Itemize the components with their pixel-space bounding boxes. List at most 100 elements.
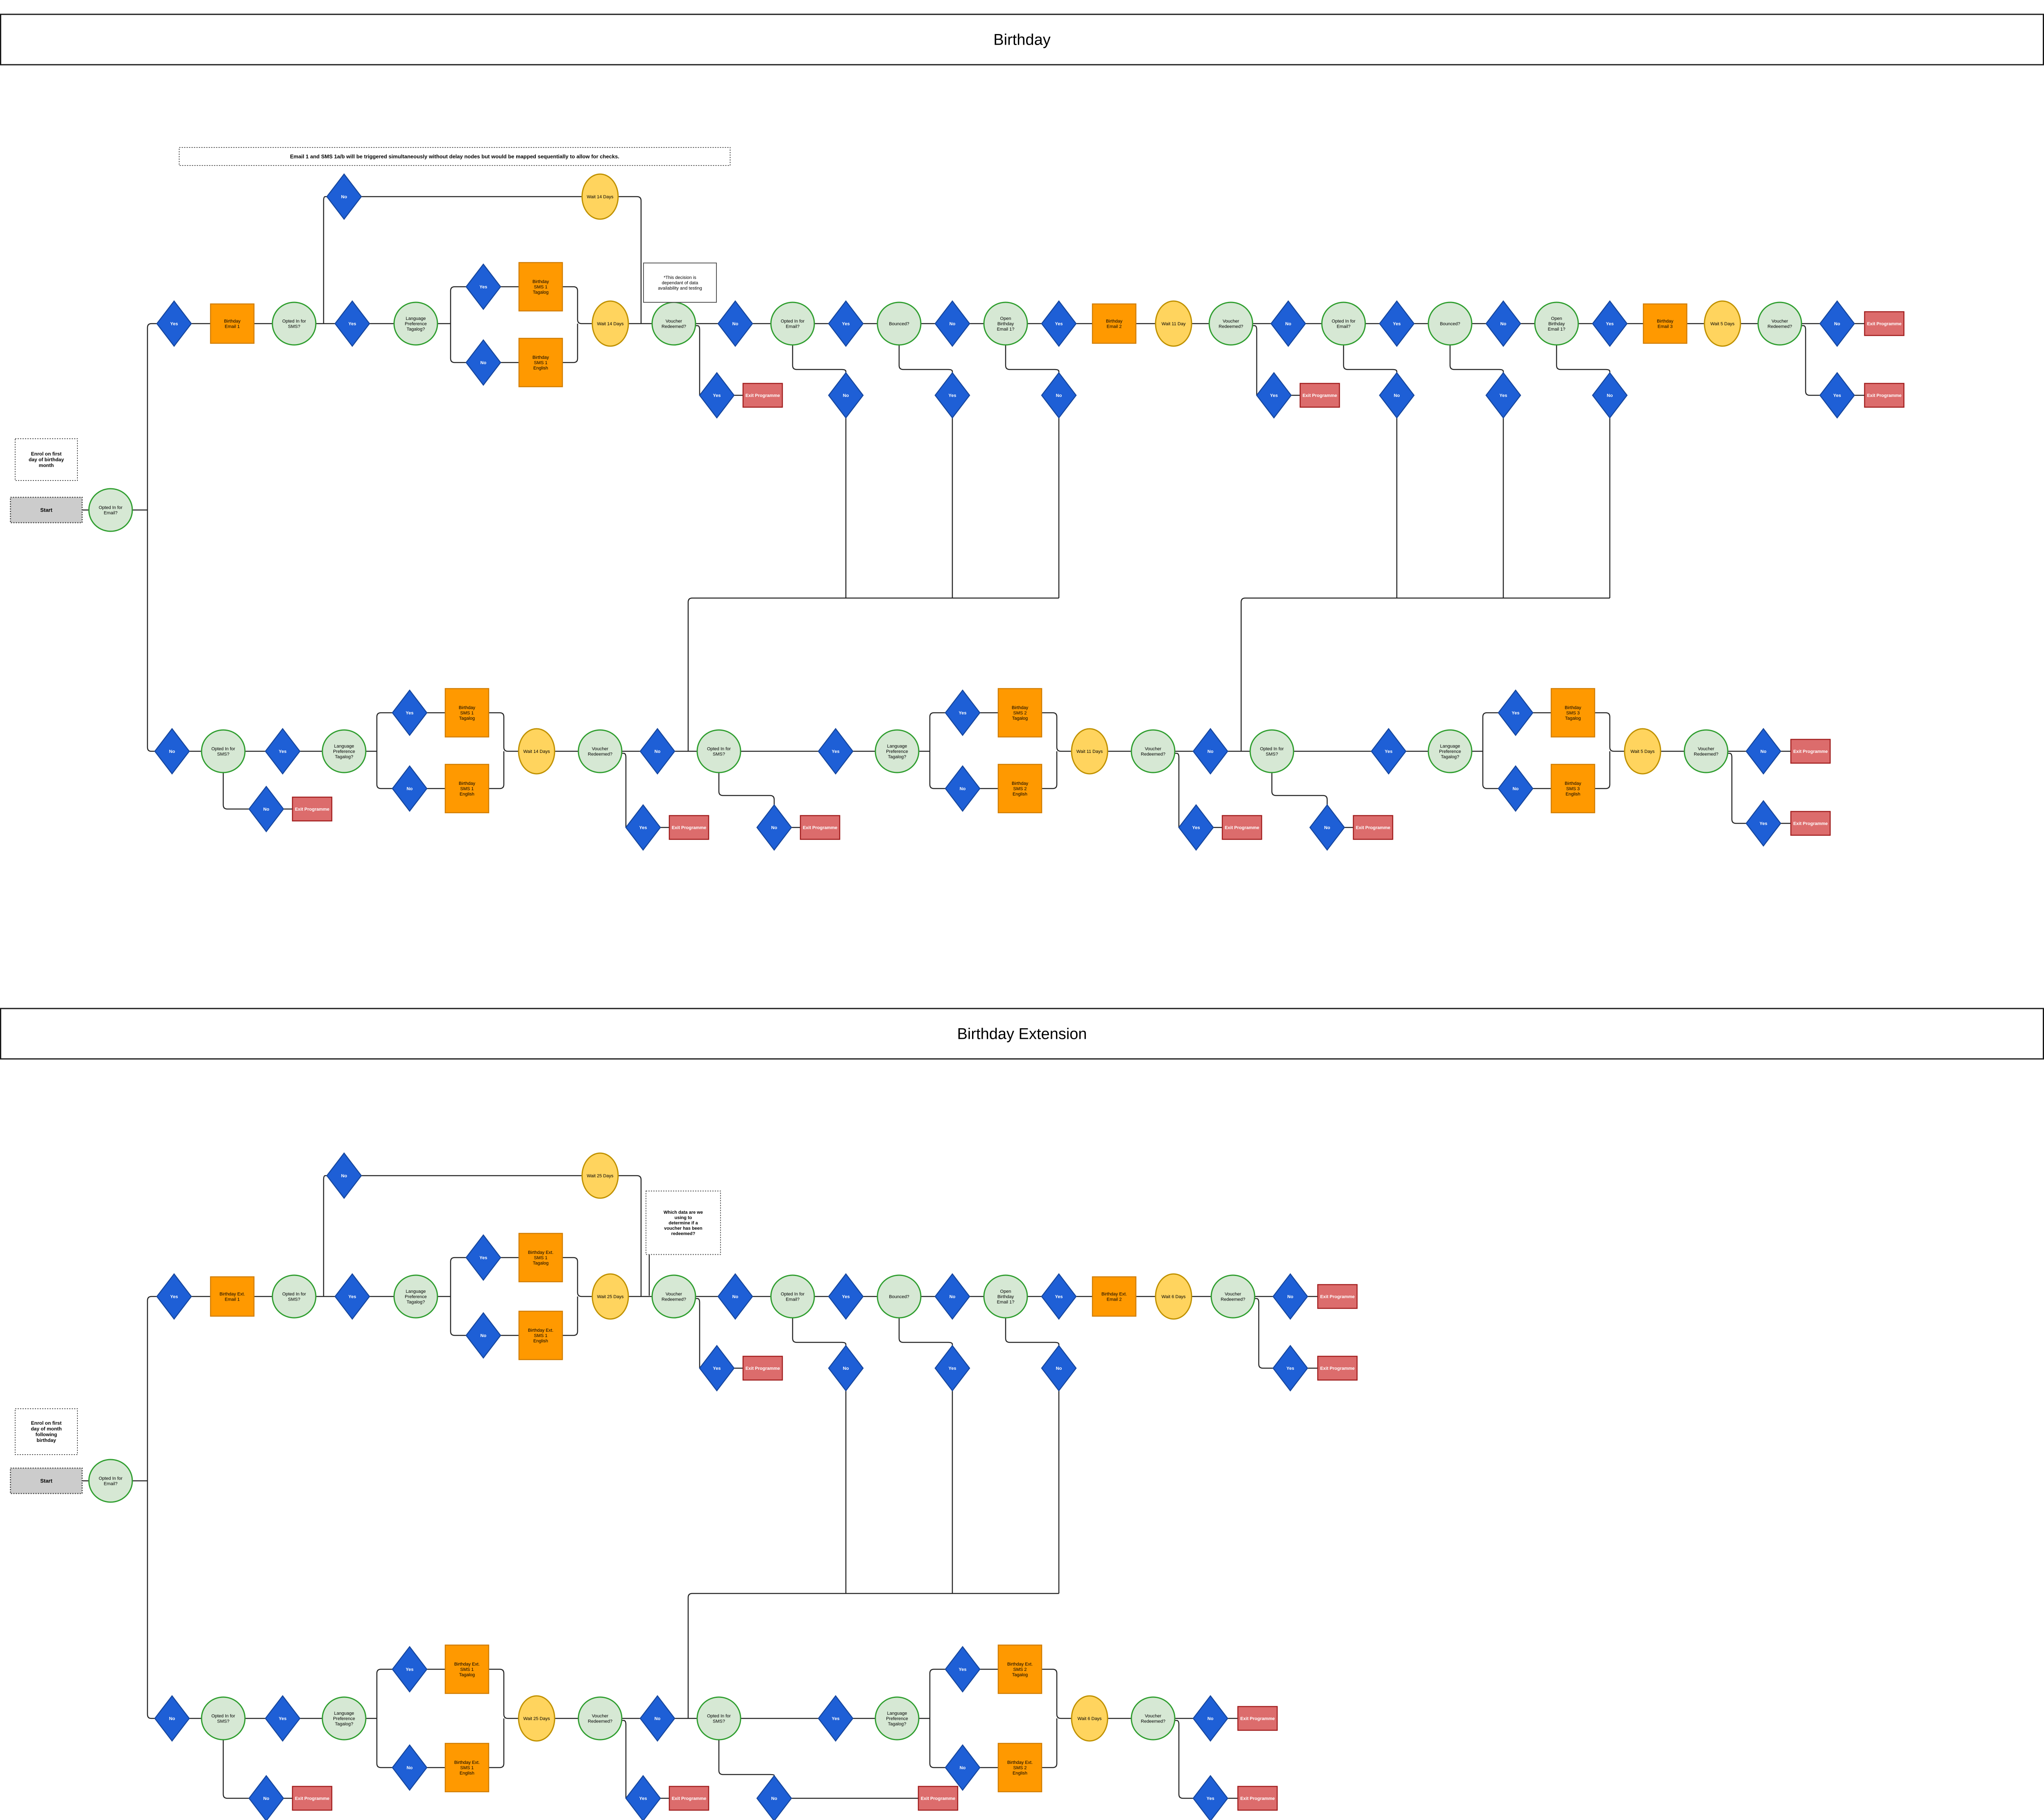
edge-birthday-47 xyxy=(1449,345,1504,374)
start-node: Start xyxy=(10,496,83,524)
exit-voucher-3-ext-shape xyxy=(668,1786,709,1811)
edge-birthday-9 xyxy=(618,196,642,324)
lang-pref-3-ext: Language Preference Tagalog? xyxy=(875,1696,920,1741)
edge-birthday-extension-74 xyxy=(1174,1720,1193,1799)
no-sms-bypass-ext-shape xyxy=(326,1152,362,1199)
no-email-start-shape xyxy=(154,728,190,775)
opted-sms-3: Opted In for SMS? xyxy=(696,729,741,773)
edge-birthday-extension-41 xyxy=(1254,1298,1273,1369)
birthday-email-1: Birthday Email 1 xyxy=(210,303,255,344)
no-lang-2-shape xyxy=(392,765,428,812)
yes-bounced-2-shape xyxy=(1485,372,1521,419)
edge-birthday-2 xyxy=(147,323,157,510)
wait-25-days-1: Wait 25 Days xyxy=(591,1273,629,1320)
note-trigger: Email 1 and SMS 1a/b will be triggered s… xyxy=(179,147,731,166)
no-voucher-1-shape xyxy=(717,300,753,347)
ext-sms1-tagalog-b-shape xyxy=(444,1644,489,1694)
no-voucher-1-ext-shape xyxy=(717,1273,753,1320)
lang-pref-4: Language Preference Tagalog? xyxy=(1428,729,1473,773)
lang-pref-1: Language Preference Tagalog? xyxy=(393,301,438,346)
sms1-tagalog-shape xyxy=(518,262,563,312)
ext-sms1-english-b: Birthday Ext. SMS 1 English xyxy=(444,1743,489,1793)
title-bar-birthday: Birthday xyxy=(0,14,2044,66)
ext-sms1-tagalog: Birthday Ext. SMS 1 Tagalog xyxy=(518,1233,563,1283)
voucher-redeemed-3-ext: Voucher Redeemed? xyxy=(578,1696,623,1741)
wait-14-days-1: Wait 14 Days xyxy=(591,300,629,347)
opted-sms-3-shape xyxy=(696,729,741,773)
wait-11-day: Wait 11 Day xyxy=(1155,300,1192,347)
opted-email-start-ext: Opted In for Email? xyxy=(88,1459,133,1503)
no-open-2-shape xyxy=(1592,372,1628,419)
no-bounced-1-shape xyxy=(934,300,970,347)
voucher-redeemed-3-shape xyxy=(1757,301,1802,346)
edge-birthday-24 xyxy=(792,345,847,374)
voucher-redeemed-4: Voucher Redeemed? xyxy=(578,729,623,773)
no-lang-1-ext-shape xyxy=(465,1312,501,1359)
edge-birthday-extension-25 xyxy=(792,1318,847,1346)
birthday-email-3-shape xyxy=(1643,303,1688,344)
start-node-ext: Start xyxy=(10,1467,83,1494)
no-voucher-2-shape xyxy=(1270,300,1306,347)
edge-birthday-87 xyxy=(1042,712,1072,752)
ext-sms1-tagalog-shape xyxy=(518,1233,563,1283)
yes-voucher-3-ext-shape xyxy=(625,1775,661,1820)
edge-birthday-53 xyxy=(1240,597,1610,751)
open-email-1b: Open Birthday Email 1? xyxy=(1534,301,1579,346)
no-opted-sms-3-ext-shape xyxy=(756,1775,792,1820)
sms1-tagalog-b: Birthday SMS 1 Tagalog xyxy=(444,688,489,738)
no-lang-2-ext-shape xyxy=(392,1744,428,1791)
edge-birthday-34 xyxy=(687,597,1059,751)
sms2-tagalog: Birthday SMS 2 Tagalog xyxy=(997,688,1042,738)
sms2-english: Birthday SMS 2 English xyxy=(997,764,1042,814)
edge-birthday-extension-57 xyxy=(621,1720,627,1798)
bounced-1: Bounced? xyxy=(877,301,922,346)
opted-sms-2: Opted In for SMS? xyxy=(201,729,246,773)
title-bar-birthday-extension: Birthday Extension xyxy=(0,1008,2044,1060)
yes-voucher-2-ext-shape xyxy=(1272,1344,1308,1392)
lang-pref-2-ext: Language Preference Tagalog? xyxy=(322,1696,367,1741)
edge-birthday-extension-2 xyxy=(147,1296,157,1481)
sms1-english-b: Birthday SMS 1 English xyxy=(444,764,489,814)
opted-email-start: Opted In for Email? xyxy=(88,488,133,532)
sms1-english-b-shape xyxy=(444,764,489,814)
edge-birthday-extension-54 xyxy=(489,1718,505,1768)
opted-email-2-ext-shape xyxy=(770,1274,815,1319)
exit-voucher-4-shape xyxy=(668,815,709,840)
exit-opted-sms-4: Exit Programme xyxy=(1353,815,1394,840)
opted-sms-1: Opted In for SMS? xyxy=(272,301,317,346)
voucher-redeemed-4-ext-shape xyxy=(1131,1696,1176,1741)
no-open-1-shape xyxy=(1041,372,1077,419)
exit-opted-sms-2-ext-shape xyxy=(292,1786,333,1811)
exit-voucher-4: Exit Programme xyxy=(668,815,709,840)
edge-birthday-extension-21 xyxy=(695,1298,700,1368)
opted-sms-2-ext-shape xyxy=(201,1696,246,1741)
edge-birthday-95 xyxy=(1271,773,1328,805)
yes-lang-3-shape xyxy=(945,689,981,737)
exit-opted-sms-2: Exit Programme xyxy=(292,796,333,822)
yes-email-start-shape xyxy=(156,300,192,347)
exit-voucher-3-no-shape xyxy=(1864,311,1905,336)
lang-pref-3: Language Preference Tagalog? xyxy=(875,729,920,773)
edge-birthday-extension-35 xyxy=(687,1593,1059,1718)
voucher-redeemed-2-shape xyxy=(1208,301,1253,346)
edge-birthday-100 xyxy=(1482,751,1498,789)
exit-voucher-3-yes-shape xyxy=(1864,383,1905,408)
edge-birthday-32 xyxy=(1005,345,1060,374)
wait-14-days-1-shape xyxy=(591,300,629,347)
yes-voucher-2-shape xyxy=(1256,372,1292,419)
opted-sms-2-shape xyxy=(201,729,246,773)
exit-opted-sms-3-shape xyxy=(800,815,841,840)
exit-voucher-1: Exit Programme xyxy=(742,383,783,408)
edge-birthday-extension-13 xyxy=(450,1296,466,1336)
yes-voucher-4-ext-shape xyxy=(1192,1775,1228,1820)
voucher-redeemed-1: Voucher Redeemed? xyxy=(651,301,696,346)
sms2-english-shape xyxy=(997,764,1042,814)
yes-opted-sms-2-shape xyxy=(265,728,301,775)
edge-birthday-20 xyxy=(695,325,700,395)
edge-birthday-72 xyxy=(489,751,505,789)
exit-voucher-3-no: Exit Programme xyxy=(1864,311,1905,336)
wait-14-days-bypass: Wait 14 Days xyxy=(581,173,619,220)
edge-birthday-99 xyxy=(1482,712,1498,751)
voucher-redeemed-3-ext-shape xyxy=(578,1696,623,1741)
